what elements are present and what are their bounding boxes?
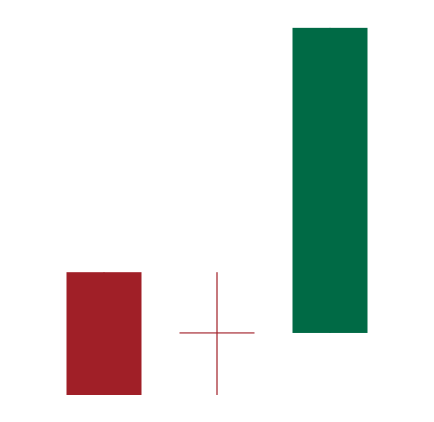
- body: [66, 272, 142, 395]
- body: [292, 27, 368, 333]
